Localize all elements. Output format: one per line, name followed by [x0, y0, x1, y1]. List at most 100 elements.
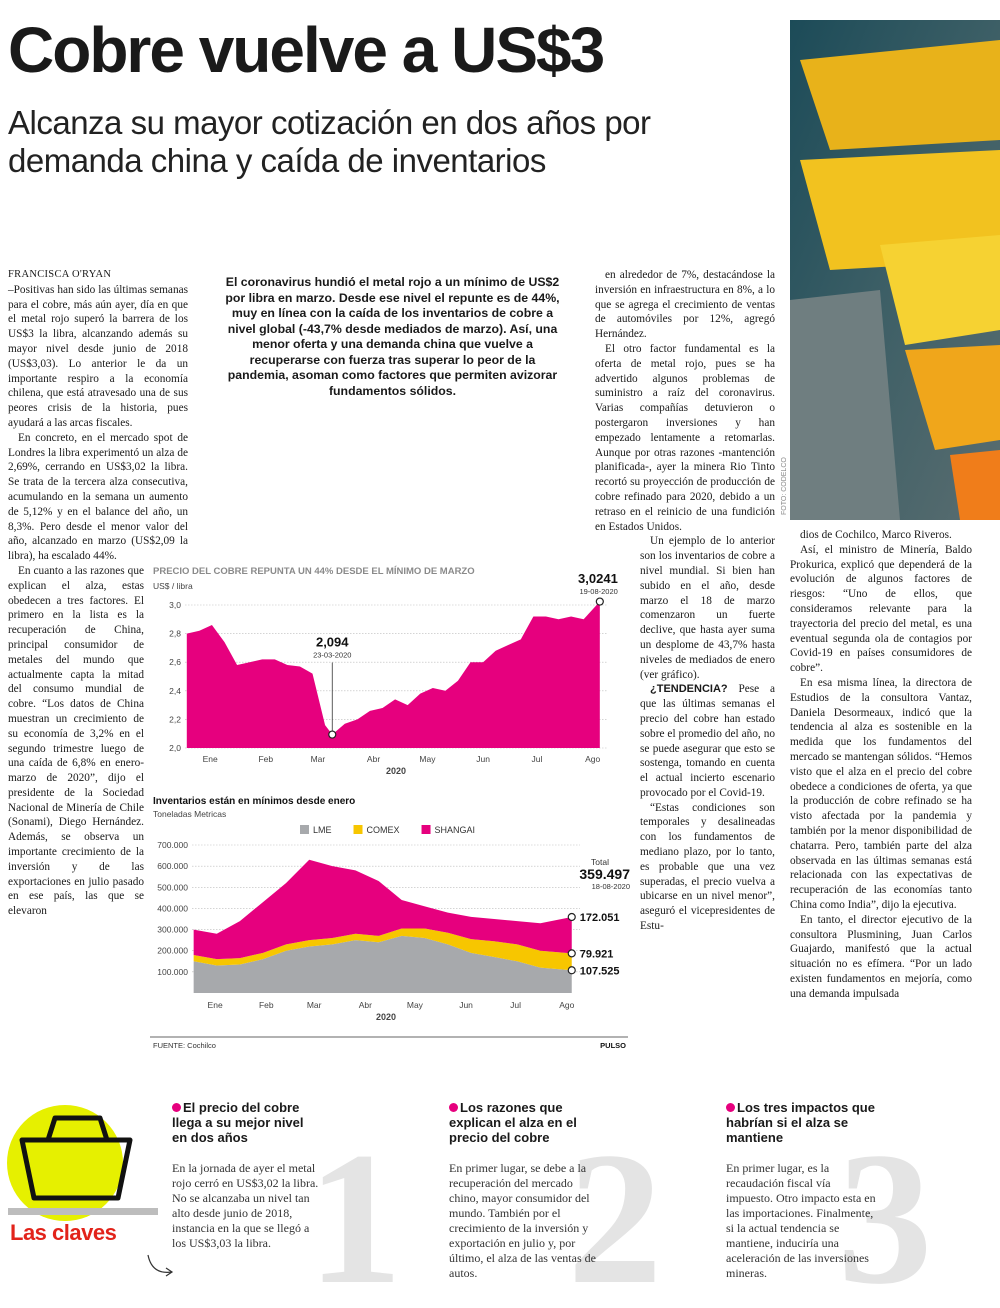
photo-mold — [880, 235, 1000, 345]
lead: El coronavirus hundió el metal rojo a un… — [225, 275, 560, 398]
x-tick-label: Mar — [307, 1000, 322, 1010]
key-bullet — [449, 1103, 458, 1112]
paragraph: –Positivas han sido las últimas semanas … — [8, 283, 188, 431]
key-text: En primer lugar, se debe a la recuperaci… — [449, 1161, 596, 1280]
y-tick-label: 2,0 — [169, 743, 181, 753]
keys-circle — [7, 1105, 123, 1221]
price-area — [186, 601, 600, 748]
paragraph-text: En tanto, el director ejecutivo de la co… — [790, 913, 972, 1000]
chart-source: FUENTE: Cochilco — [153, 1041, 216, 1050]
x-tick-label: Jun — [476, 754, 490, 764]
x-tick-label: Ago — [585, 754, 600, 764]
chart-brand: PULSO — [600, 1041, 626, 1050]
inventory-area — [193, 859, 572, 960]
key-item: El precio del cobre llega a su mejor niv… — [172, 1100, 322, 1251]
annotation-value: 3,0241 — [578, 571, 618, 586]
key-text: En la jornada de ayer el metal rojo cerr… — [172, 1161, 319, 1250]
keys-title: Las claves — [10, 1220, 117, 1245]
y-tick-label: 300.000 — [157, 925, 188, 935]
inventory-area — [193, 935, 572, 993]
end-label: 172.051 — [580, 912, 620, 924]
paragraph-text: El otro factor fundamental es la oferta … — [595, 342, 775, 533]
annotation-point — [328, 730, 337, 739]
paragraph-text: dios de Cochilco, Marco Riveros. — [800, 529, 952, 541]
y-tick-label: 200.000 — [157, 946, 188, 956]
photo-mold — [905, 345, 1000, 450]
x-tick-label: Jun — [459, 1000, 473, 1010]
annotation-value: 2,094 — [316, 635, 349, 650]
keys-icon-handle — [45, 1115, 110, 1141]
paragraph: Un ejemplo de lo anterior son los invent… — [595, 534, 775, 682]
photo-credit: FOTO: CODELCO — [781, 457, 788, 515]
article-column: en alrededor de 7%, destacándose la inve… — [595, 268, 775, 1140]
photo-floor — [790, 290, 900, 520]
paragraph: dios de Cochilco, Marco Riveros. — [790, 528, 972, 543]
paragraph-text: Un ejemplo de lo anterior son los invent… — [640, 535, 775, 681]
y-tick-label: 2,6 — [169, 657, 181, 667]
column-spacer — [144, 560, 188, 1160]
column-spacer — [595, 540, 640, 1140]
annotation-point — [595, 597, 604, 606]
inventory-area — [193, 928, 572, 971]
end-point — [567, 912, 576, 922]
key-heading: Los tres impactos que habrían si el alza… — [726, 1100, 876, 1145]
subheadline: Alcanza su mayor cotización en dos años … — [8, 104, 651, 179]
charts: PRECIO DEL COBRE REPUNTA UN 44% DESDE EL… — [150, 566, 630, 1050]
key-title-text: Los razones que explican el alza en el p… — [449, 1100, 577, 1145]
x-axis-title: 2020 — [386, 766, 406, 776]
chart-title: Inventarios están en mínimos desde enero — [153, 796, 355, 807]
photo-mold — [950, 450, 1000, 520]
paragraph: “Estas condiciones son temporales y desa… — [595, 801, 775, 934]
x-tick-label: Jul — [510, 1000, 521, 1010]
article-column: dios de Cochilco, Marco Riveros. Así, el … — [790, 528, 972, 1002]
legend-swatch — [300, 825, 309, 834]
paragraph: En tanto, el director ejecutivo de la co… — [790, 913, 972, 1002]
headline: Cobre vuelve a US$3 — [8, 14, 605, 86]
x-tick-label: Abr — [359, 1000, 372, 1010]
x-tick-label: Jul — [532, 754, 543, 764]
y-tick-label: 2,2 — [169, 714, 181, 724]
x-tick-label: May — [419, 754, 436, 764]
paragraph-text: En esa misma línea, la directora de Estu… — [790, 676, 972, 911]
key-heading: El precio del cobre llega a su mejor niv… — [172, 1100, 322, 1145]
paragraph: En concreto, en el mercado spot de Londr… — [8, 431, 188, 564]
chart-title: PRECIO DEL COBRE REPUNTA UN 44% DESDE EL… — [153, 566, 475, 577]
paragraph: En cuanto a las razones que explican el … — [8, 564, 188, 919]
y-tick-label: 500.000 — [157, 882, 188, 892]
keys-icon — [19, 1137, 133, 1201]
key-title-text: Los tres impactos que habrían si el alza… — [726, 1100, 875, 1145]
keys-bar — [8, 1208, 158, 1215]
paragraph-text: “Estas condiciones son temporales y desa… — [640, 801, 775, 933]
paragraph-text: Pese a que las últimas semanas el precio… — [640, 683, 776, 799]
end-point — [567, 949, 576, 958]
paragraph-text: En concreto, en el mercado spot de Londr… — [8, 431, 188, 563]
paragraph: en alrededor de 7%, destacándose la inve… — [595, 268, 775, 342]
key-number: 1 — [308, 1114, 403, 1308]
x-tick-label: Mar — [311, 754, 326, 764]
paragraph: ¿TENDENCIA? Pese a que las últimas seman… — [595, 682, 775, 800]
x-tick-label: Ene — [208, 1000, 223, 1010]
x-tick-label: Feb — [259, 1000, 274, 1010]
end-point — [567, 966, 576, 975]
article-column: FRANCISCA O'RYAN –Positivas han sido las … — [8, 268, 188, 1160]
legend-label: LME — [313, 825, 332, 835]
key-bullet — [172, 1103, 181, 1112]
x-tick-label: Abr — [367, 754, 380, 764]
paragraph-text: En cuanto a las razones que explican el … — [8, 564, 144, 918]
legend-label: SHANGAI — [435, 825, 476, 835]
x-axis-title: 2020 — [376, 1012, 396, 1022]
keys-arrow — [147, 1254, 173, 1273]
y-tick-label: 100.000 — [157, 967, 188, 977]
paragraph: El otro factor fundamental es la oferta … — [595, 342, 775, 534]
paragraph-text: en alrededor de 7%, destacándose la inve… — [595, 269, 775, 341]
total-value: 359.497 — [579, 866, 630, 882]
key-title-text: El precio del cobre llega a su mejor niv… — [172, 1100, 304, 1145]
total-label: Total — [591, 857, 609, 867]
paragraph-text: –Positivas han sido las últimas semanas … — [8, 283, 188, 429]
paragraph-text: Así, el ministro de Minería, Baldo Proku… — [790, 543, 972, 675]
photo — [790, 20, 1000, 520]
legend-label: COMEX — [367, 825, 400, 835]
end-label: 79.921 — [580, 948, 614, 960]
key-item: Los tres impactos que habrían si el alza… — [726, 1100, 876, 1281]
